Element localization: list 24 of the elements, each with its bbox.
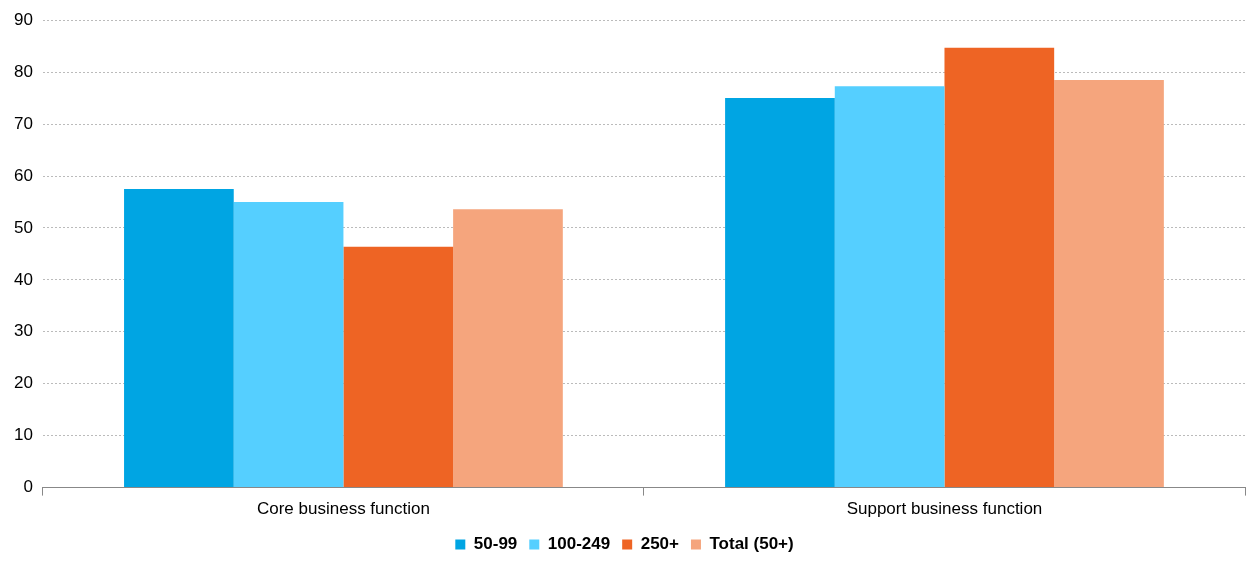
bar	[944, 47, 1055, 488]
bar	[343, 246, 454, 488]
bar	[1054, 79, 1164, 488]
y-tick-label: 90	[13, 9, 33, 29]
y-tick-label: 50	[13, 217, 33, 237]
legend-label: Total (50+)	[709, 534, 794, 554]
bar	[453, 209, 563, 488]
y-tick-label: 60	[13, 165, 33, 185]
bar	[233, 201, 344, 488]
legend-label: 250+	[640, 534, 680, 554]
y-tick-label: 40	[13, 269, 33, 289]
bar	[725, 98, 835, 488]
y-tick-label: 10	[13, 425, 33, 445]
bar	[124, 188, 234, 488]
legend-label: 100-249	[547, 534, 611, 554]
y-tick-label: 0	[23, 477, 33, 497]
y-tick-label: 80	[13, 61, 33, 81]
x-tick-label: Support business function	[846, 499, 1043, 519]
y-tick-label: 70	[13, 113, 33, 133]
x-tick-label: Core business function	[256, 499, 430, 519]
legend-label: 50-99	[473, 534, 518, 554]
bar	[834, 86, 945, 488]
y-tick-label: 30	[13, 321, 33, 341]
y-tick-label: 20	[13, 373, 33, 393]
